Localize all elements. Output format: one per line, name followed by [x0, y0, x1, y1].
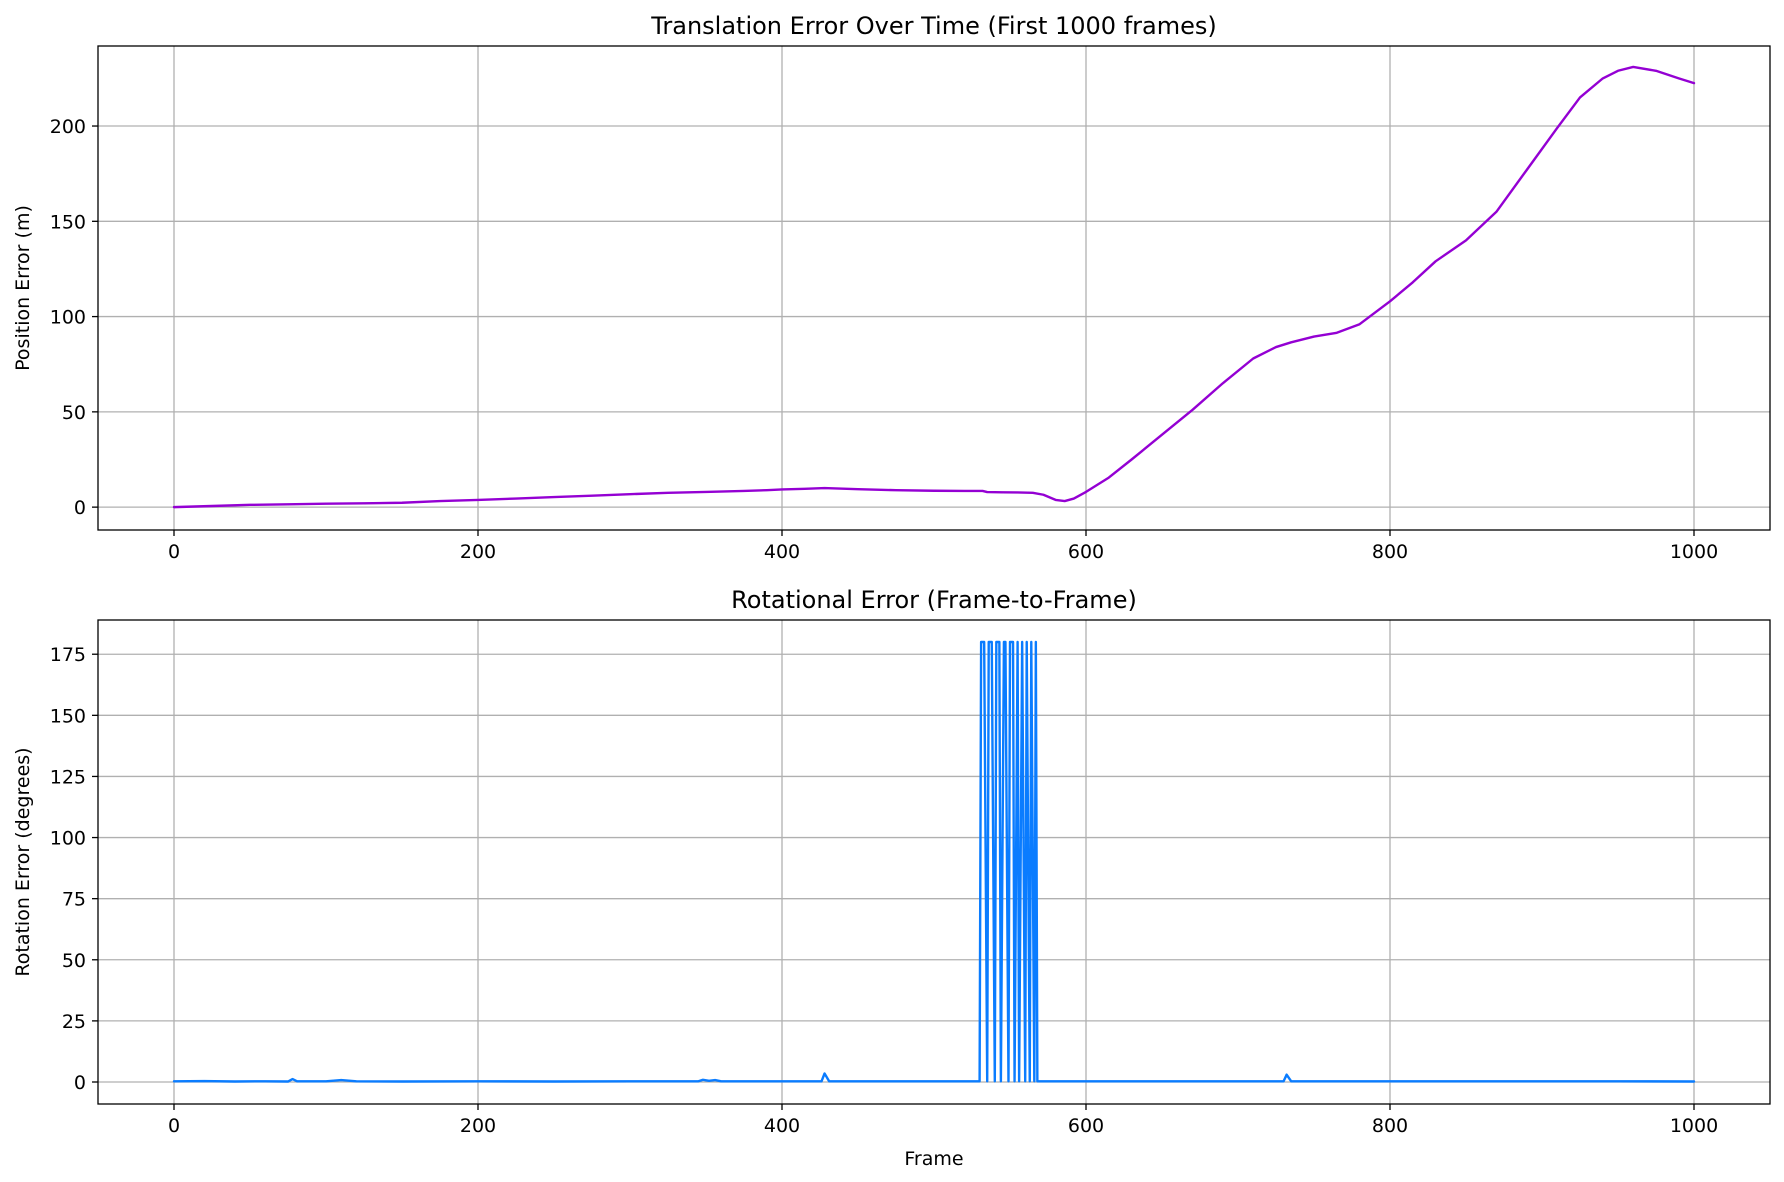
y-tick-label: 200: [50, 116, 86, 138]
y-axis: 0 50 100 150 200: [50, 116, 98, 519]
y-tick-label: 25: [62, 1011, 86, 1033]
x-tick-label: 1000: [1670, 1115, 1718, 1137]
y-tick-label: 175: [50, 644, 86, 666]
x-tick-label: 400: [764, 1115, 800, 1137]
x-axis-label: Frame: [904, 1148, 963, 1170]
y-tick-label: 100: [50, 828, 86, 850]
series-line: [172, 640, 1696, 1083]
y-tick-label: 50: [62, 950, 86, 972]
x-tick-label: 800: [1372, 1115, 1408, 1137]
x-tick-label: 600: [1068, 1115, 1104, 1137]
series: [172, 65, 1696, 509]
x-axis: 0 200 400 600 800 1000: [168, 530, 1718, 563]
rotational-error-chart: Rotational Error (Frame-to-Frame) 0 200 40…: [12, 586, 1771, 1170]
x-tick-label: 0: [168, 1115, 180, 1137]
y-axis-label: Rotation Error (degrees): [12, 747, 34, 976]
x-axis: 0 200 400 600 800 1000: [168, 1104, 1718, 1137]
series: [172, 640, 1696, 1083]
series-line: [172, 65, 1696, 509]
y-axis-label: Position Error (m): [12, 205, 34, 371]
y-tick-label: 75: [62, 889, 86, 911]
plot-frame: [97, 45, 1771, 531]
y-tick-label: 0: [74, 1072, 86, 1094]
chart-title: Translation Error Over Time (First 1000 …: [650, 12, 1217, 40]
y-tick-label: 150: [50, 211, 86, 233]
translation-error-chart: Translation Error Over Time (First 1000 …: [12, 12, 1771, 563]
y-tick-label: 150: [50, 705, 86, 727]
y-tick-label: 100: [50, 307, 86, 329]
x-tick-label: 800: [1372, 541, 1408, 563]
grid: [98, 46, 1770, 530]
x-tick-label: 0: [168, 541, 180, 563]
grid: [98, 620, 1770, 1104]
chart-title: Rotational Error (Frame-to-Frame): [731, 586, 1137, 614]
y-tick-label: 0: [74, 497, 86, 519]
x-tick-label: 200: [460, 1115, 496, 1137]
y-axis: 0 25 50 75 100 125 150 175: [50, 644, 98, 1094]
y-tick-label: 50: [62, 402, 86, 424]
x-tick-label: 600: [1068, 541, 1104, 563]
x-tick-label: 1000: [1670, 541, 1718, 563]
y-tick-label: 125: [50, 766, 86, 788]
plot-frame: [97, 619, 1771, 1105]
x-tick-label: 400: [764, 541, 800, 563]
x-tick-label: 200: [460, 541, 496, 563]
